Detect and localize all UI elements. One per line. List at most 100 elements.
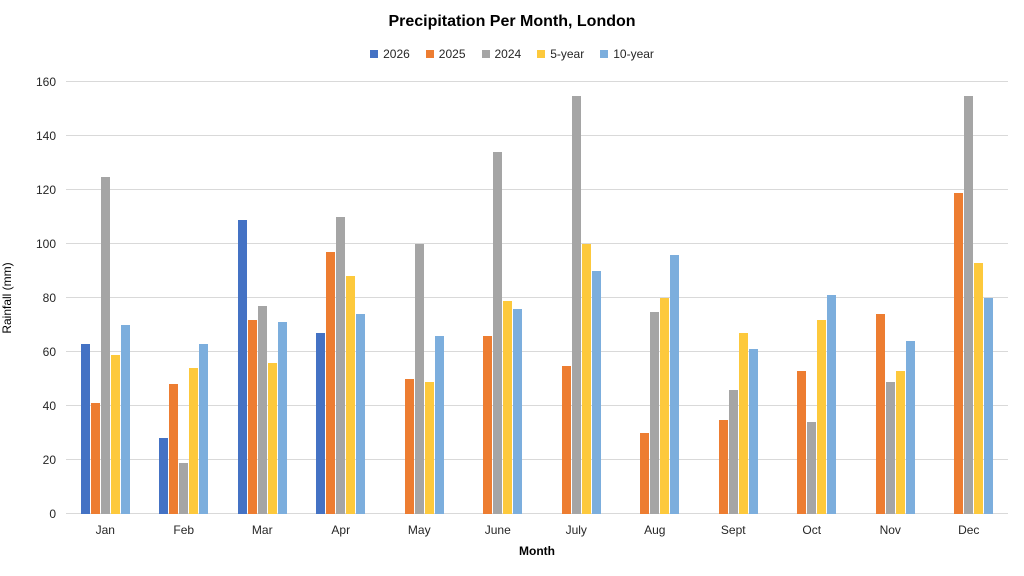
y-tick-60: 60 (42, 345, 56, 359)
legend-swatch-2025 (425, 50, 434, 58)
chart-title: Precipitation Per Month, London (388, 13, 636, 30)
gridline-0 (66, 513, 1008, 514)
bar-2024-may (414, 244, 424, 514)
y-tick-40: 40 (42, 399, 56, 413)
y-tick-120: 120 (35, 183, 56, 197)
bar-2024-sept (728, 389, 738, 514)
x-tick-june: June (484, 523, 511, 537)
bar-2025-may (404, 379, 414, 514)
bar-group-dec (930, 82, 1009, 514)
bar-2024-mar (257, 306, 267, 514)
bar-2024-jan (100, 176, 110, 514)
bar-10-year-may (434, 335, 444, 514)
legend-label-2025: 2025 (438, 47, 466, 61)
bar-5-year-aug (660, 298, 670, 514)
bar-5-year-jan (110, 354, 120, 514)
x-tick-sept: Sept (720, 523, 746, 537)
bar-group-apr (302, 82, 381, 514)
bar-2025-mar (247, 319, 257, 514)
bar-5-year-sept (738, 333, 748, 514)
legend-item-5-year: 5-year (537, 47, 584, 61)
legend-label-5-year: 5-year (550, 47, 585, 61)
legend-label-10-year: 10-year (613, 47, 654, 61)
legend-label-2024: 2024 (494, 47, 522, 61)
bar-10-year-aug (670, 254, 680, 514)
bar-10-year-dec (984, 298, 994, 514)
x-tick-july: July (565, 523, 587, 537)
gridline-40 (66, 405, 1008, 406)
bar-2024-dec (964, 95, 974, 514)
gridline-120 (66, 189, 1008, 190)
bar-group-may (380, 82, 459, 514)
legend-item-2026: 2026 (370, 47, 410, 61)
bar-group-aug (616, 82, 695, 514)
bar-5-year-oct (817, 319, 827, 514)
bar-group-july (537, 82, 616, 514)
x-tick-may: May (407, 523, 431, 537)
legend-swatch-10-year (600, 50, 609, 58)
x-tick-dec: Dec (958, 523, 980, 537)
y-tick-100: 100 (35, 237, 56, 251)
x-axis-tick-labels: Jan Feb Mar Apr May June July Aug Sept Oct Nov Dec (66, 523, 1008, 537)
y-tick-20: 20 (42, 453, 56, 467)
x-tick-nov: Nov (879, 523, 901, 537)
x-tick-mar: Mar (251, 523, 273, 537)
gridline-60 (66, 351, 1008, 352)
x-tick-oct: Oct (802, 523, 822, 537)
bar-2025-oct (797, 370, 807, 514)
bar-10-year-apr (356, 314, 366, 514)
bar-2025-dec (954, 192, 964, 514)
legend-swatch-2024 (481, 50, 490, 58)
x-tick-apr: Apr (331, 523, 351, 537)
y-tick-140: 140 (35, 129, 56, 143)
bar-group-june (459, 82, 538, 514)
bar-2025-jan (90, 403, 100, 514)
bar-2024-july (571, 95, 581, 514)
x-tick-jan: Jan (95, 523, 115, 537)
bar-5-year-may (424, 381, 434, 514)
bar-2025-feb (169, 384, 179, 514)
bar-10-year-feb (199, 343, 209, 514)
gridline-140 (66, 135, 1008, 136)
bar-2026-apr (316, 333, 326, 514)
bar-2025-sept (718, 419, 728, 514)
bar-5-year-apr (346, 276, 356, 514)
bar-group-mar (223, 82, 302, 514)
bar-group-sept (694, 82, 773, 514)
bar-10-year-oct (827, 295, 837, 514)
bar-10-year-june (513, 308, 523, 514)
bar-2024-apr (336, 217, 346, 514)
bar-2026-feb (159, 438, 169, 514)
bar-10-year-sept (748, 349, 758, 514)
bar-2024-june (493, 152, 503, 514)
bar-5-year-feb (189, 368, 199, 514)
bar-10-year-jan (120, 325, 130, 514)
gridline-20 (66, 459, 1008, 460)
bar-groups (66, 82, 1008, 514)
bar-group-oct (773, 82, 852, 514)
x-tick-feb: Feb (173, 523, 195, 537)
bar-2024-aug (650, 311, 660, 514)
bar-2024-feb (179, 462, 189, 514)
bar-2024-nov (885, 381, 895, 514)
plot-area (66, 81, 1008, 514)
legend-label-2026: 2026 (383, 47, 410, 61)
bar-5-year-nov (895, 370, 905, 514)
y-tick-160: 160 (35, 75, 56, 89)
bar-2024-oct (807, 422, 817, 514)
bar-5-year-mar (267, 362, 277, 514)
bar-group-nov (851, 82, 930, 514)
x-axis-title: Month (519, 544, 555, 558)
bar-2025-nov (875, 314, 885, 514)
bar-group-jan (66, 82, 145, 514)
legend-swatch-5-year (537, 50, 546, 58)
bar-2025-june (483, 335, 493, 514)
bar-2026-jan (80, 343, 90, 514)
x-tick-aug: Aug (644, 523, 666, 537)
gridline-80 (66, 297, 1008, 298)
bar-2026-mar (237, 219, 247, 514)
bar-5-year-july (581, 244, 591, 514)
y-tick-80: 80 (42, 291, 56, 305)
legend: 2026 2025 2024 5-year 10-year (0, 47, 1024, 61)
